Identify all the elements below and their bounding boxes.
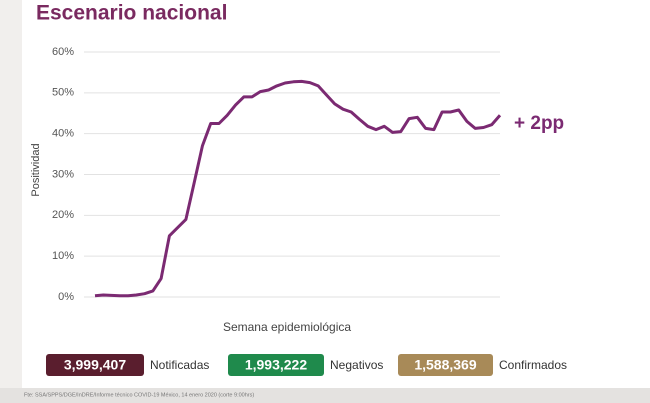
summary-box (46, 354, 144, 376)
summary-value: 1,993,222 (245, 357, 307, 373)
y-tick-label: 60% (52, 46, 74, 58)
summary-label: Notificadas (150, 358, 209, 372)
y-axis-label: Positividad (30, 143, 42, 196)
y-tick-label: 50% (52, 87, 74, 99)
y-tick-label: 30% (52, 168, 74, 180)
source: Fte: SSA/SPPS/DGE/InDRE/Informe técnico … (24, 392, 254, 398)
line (94, 79, 502, 298)
summary-value: 1,588,369 (414, 357, 476, 373)
summary-label: Confirmados (499, 358, 567, 372)
chart-title: Escenario nacional (36, 2, 227, 25)
summary-box (228, 354, 324, 376)
footer-band (0, 388, 650, 403)
y-tick-label: 20% (52, 209, 74, 221)
y-tick-label: 10% (52, 250, 74, 262)
x-axis-label: Semana epidemiológica (223, 320, 351, 334)
y-tick-label: 40% (52, 128, 74, 140)
summary-box (398, 354, 493, 376)
summary-value: 3,999,407 (64, 357, 126, 373)
left-band (0, 0, 22, 403)
summary-label: Negativos (330, 358, 383, 372)
annotation: + 2pp (514, 113, 564, 134)
y-tick-label: 0% (58, 291, 74, 303)
